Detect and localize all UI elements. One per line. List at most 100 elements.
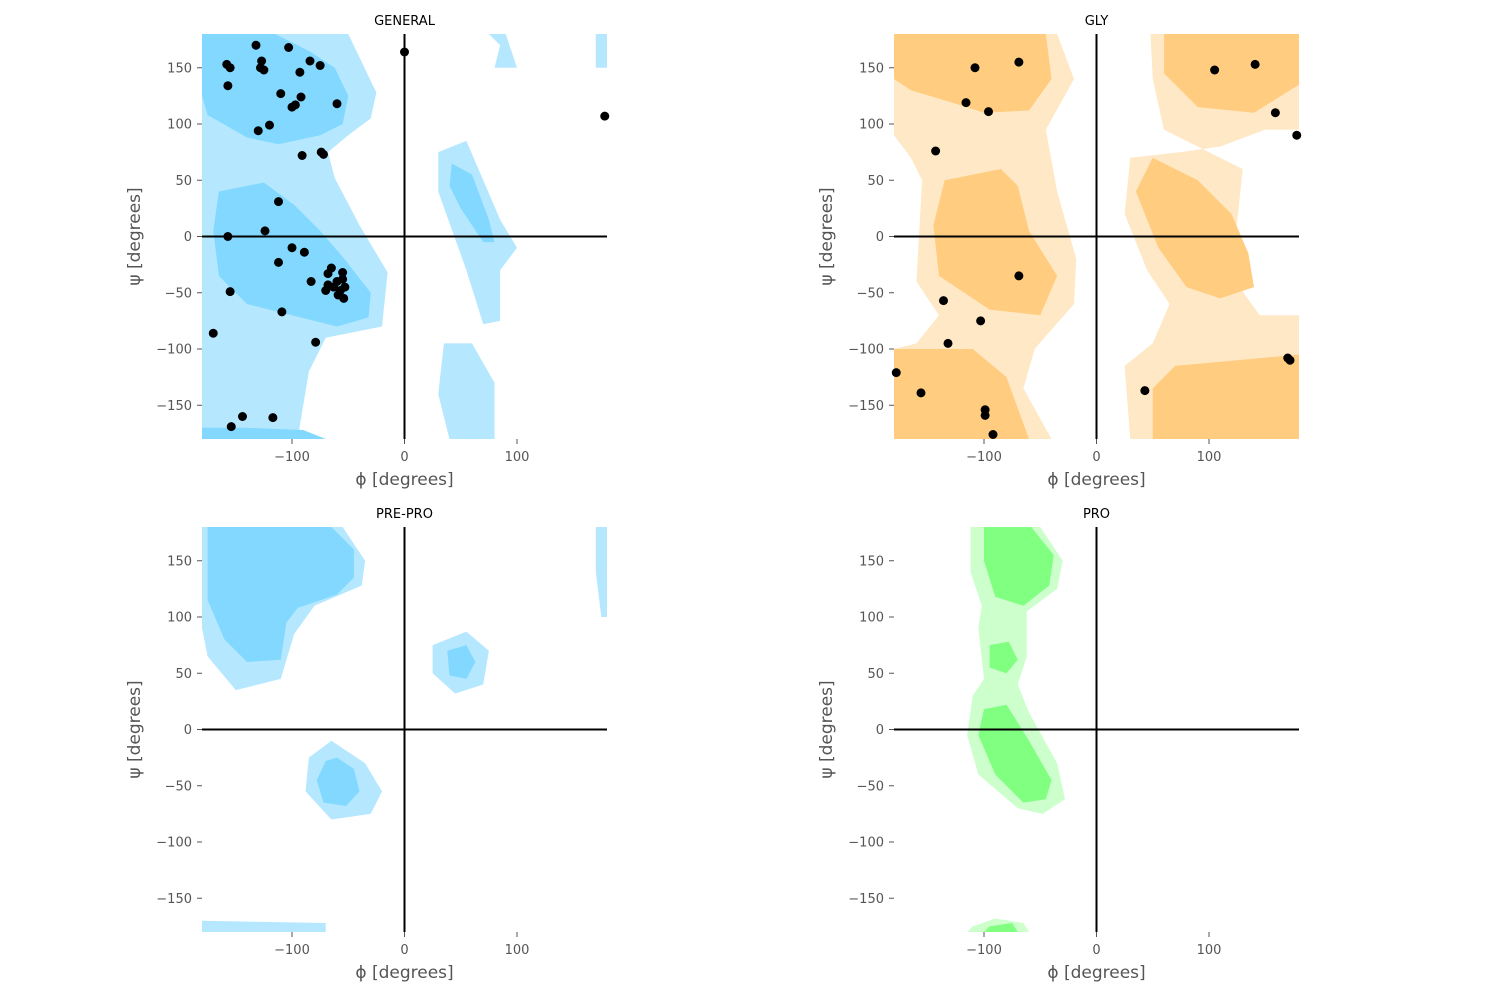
residue-point [1250, 59, 1260, 69]
y-axis-label: ψ [degrees] [817, 187, 837, 285]
y-tick-label: 150 [167, 554, 192, 569]
residue-point [297, 151, 307, 160]
residue-point [311, 337, 321, 347]
residue-point [319, 149, 328, 159]
allowed-region [202, 920, 326, 932]
y-tick-label: 100 [859, 118, 884, 133]
y-tick-label: −150 [848, 892, 884, 907]
x-tick-label: −100 [274, 450, 310, 465]
x-tick-label: −100 [966, 450, 1002, 465]
y-tick-label: −150 [156, 399, 192, 414]
x-tick-label: 0 [400, 943, 408, 958]
x-tick-label: −100 [274, 943, 310, 958]
residue-point [338, 268, 348, 277]
residue-point [1285, 355, 1295, 365]
residue-point [274, 197, 283, 207]
residue-point [943, 338, 953, 348]
y-tick-label: 50 [867, 667, 884, 682]
x-axis-label: ϕ [degrees] [1047, 470, 1145, 490]
residue-point [290, 100, 300, 110]
residue-point [296, 92, 306, 102]
y-tick-label: −50 [165, 779, 192, 794]
residue-point [980, 410, 990, 420]
favored-region [1135, 157, 1254, 299]
y-tick-label: −100 [156, 343, 192, 358]
y-tick-label: 0 [184, 723, 192, 738]
panel-title: GLY [1085, 14, 1109, 29]
y-tick-label: −50 [857, 779, 884, 794]
favored-region [316, 757, 360, 806]
panel-title: GENERAL [374, 14, 436, 29]
residue-point [600, 111, 610, 121]
residue-point [238, 412, 247, 421]
residue-point [939, 296, 948, 306]
x-tick-label: 100 [1197, 943, 1222, 958]
residue-point [253, 126, 263, 136]
x-axis-label: ϕ [degrees] [355, 963, 453, 983]
y-tick-label: 150 [859, 554, 884, 569]
residue-point [916, 388, 926, 398]
y-tick-label: 100 [859, 611, 884, 626]
residue-point [265, 120, 274, 130]
residue-point [260, 226, 270, 236]
residue-point [223, 81, 233, 91]
y-tick-label: 100 [167, 118, 192, 133]
residue-point [1210, 65, 1220, 75]
favored-region [933, 169, 1058, 316]
y-tick-label: −100 [156, 836, 192, 851]
panel-general: GENERAL −100 0 100 150 100 50 0 −50 −100 −150 ϕ [de… [125, 14, 610, 490]
favored-region [202, 427, 326, 439]
residue-point [1140, 386, 1150, 396]
x-tick-label: 0 [1092, 450, 1100, 465]
residue-point [315, 61, 325, 70]
favored-region [207, 527, 354, 662]
residue-point [284, 43, 294, 52]
plot-area [967, 527, 1065, 932]
residue-point [1014, 57, 1024, 67]
favored-region [894, 349, 1029, 439]
plot-area [202, 527, 607, 932]
y-tick-label: −50 [165, 286, 192, 301]
residue-point [400, 47, 409, 57]
panel-title: PRO [1083, 507, 1110, 522]
allowed-region [595, 34, 607, 68]
x-axis-label: ϕ [degrees] [355, 470, 453, 490]
y-tick-label: 50 [175, 174, 192, 189]
x-axis-label: ϕ [degrees] [1047, 963, 1145, 983]
favored-region [1152, 354, 1299, 439]
favored-region [984, 923, 1018, 932]
allowed-region [488, 34, 517, 68]
residue-point [225, 63, 235, 73]
residue-point [339, 293, 349, 303]
panel-pre-pro: PRE-PRO −100 0 100 150 100 50 0 −50 −100 −150 ϕ [de… [125, 507, 607, 983]
residue-point [259, 65, 269, 75]
residue-point [226, 422, 236, 432]
x-tick-label: 100 [1197, 450, 1222, 465]
y-tick-label: −50 [857, 286, 884, 301]
residue-point [299, 247, 309, 257]
residue-point [988, 430, 998, 439]
residue-point [306, 277, 316, 286]
x-tick-label: −100 [966, 943, 1002, 958]
favored-region [449, 163, 495, 243]
x-tick-label: 0 [400, 450, 408, 465]
residue-point [274, 257, 283, 267]
favored-region [989, 641, 1018, 674]
allowed-region [595, 527, 607, 617]
residue-point [1292, 130, 1302, 140]
y-axis-label: ψ [degrees] [817, 680, 837, 778]
panel-title: PRE-PRO [376, 507, 433, 522]
allowed-region [438, 343, 495, 439]
y-tick-label: 150 [859, 61, 884, 76]
y-tick-label: 0 [876, 230, 884, 245]
y-axis-label: ψ [degrees] [125, 680, 145, 778]
residue-point [208, 328, 218, 338]
residue-point [961, 98, 971, 108]
favored-region [984, 527, 1054, 606]
y-tick-label: 0 [876, 723, 884, 738]
y-tick-label: 100 [167, 611, 192, 626]
residue-point [251, 40, 261, 50]
residue-point [287, 243, 297, 253]
residue-point [970, 63, 980, 73]
y-tick-label: 150 [167, 61, 192, 76]
